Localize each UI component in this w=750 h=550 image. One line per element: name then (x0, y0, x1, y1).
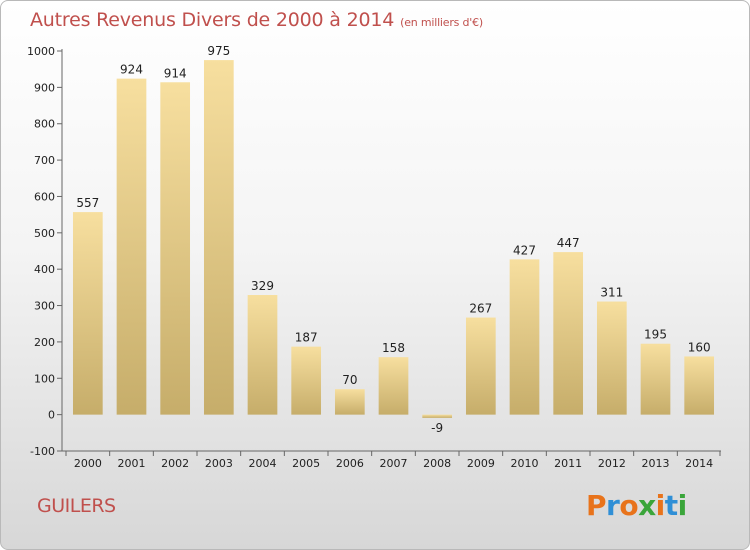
chart-axes: -100 0 100 200 300 400 500 600 700 800 900 1000 2000… (27, 45, 721, 470)
data-label: 70 (342, 373, 357, 387)
data-label: 158 (382, 341, 405, 355)
x-tick-label: 2003 (205, 457, 233, 470)
y-tick-label: 300 (34, 300, 55, 313)
city-name: GUILERS (37, 495, 116, 517)
chart-title-text: Autres Revenus Divers de 2000 à 2014 (30, 9, 395, 31)
bar (291, 346, 322, 415)
y-tick-label: 100 (34, 372, 55, 385)
x-tick-label: 2000 (74, 457, 102, 470)
logo-letter: r (606, 489, 620, 522)
y-tick-label: -100 (30, 445, 55, 458)
x-tick-label: 2005 (292, 457, 320, 470)
chart-title: Autres Revenus Divers de 2000 à 2014 (en … (30, 9, 483, 31)
chart-subtitle: (en milliers d'€) (400, 16, 484, 29)
bar (116, 78, 147, 415)
data-label: 975 (207, 44, 230, 58)
bar (553, 252, 584, 415)
bar (422, 414, 453, 418)
bar (509, 259, 540, 415)
x-tick-label: 2004 (249, 457, 277, 470)
y-tick-label: 1000 (27, 45, 55, 58)
x-tick-label: 2001 (118, 457, 146, 470)
y-tick-label: 500 (34, 227, 55, 240)
bar (334, 389, 365, 415)
x-tick-label: 2014 (685, 457, 713, 470)
bar (465, 317, 496, 415)
bar (640, 343, 671, 415)
bar (596, 301, 627, 415)
data-label: 267 (469, 302, 492, 316)
logo-letter: t (664, 489, 678, 522)
data-label: 447 (557, 236, 580, 250)
y-tick-label: 0 (48, 409, 55, 422)
x-tick-label: 2006 (336, 457, 364, 470)
y-tick-label: 400 (34, 263, 55, 276)
y-tick-label: 800 (34, 118, 55, 131)
data-label: 427 (513, 243, 536, 257)
y-tick-label: 900 (34, 81, 55, 94)
logo-letter: x (638, 489, 656, 522)
x-tick-label: 2010 (511, 457, 539, 470)
data-label: 557 (76, 196, 99, 210)
bar (378, 357, 409, 415)
y-tick-label: 700 (34, 154, 55, 167)
proxiti-logo: Proxiti (586, 489, 687, 522)
x-tick-label: 2013 (642, 457, 670, 470)
data-label: -9 (431, 421, 443, 435)
x-tick-label: 2009 (467, 457, 495, 470)
x-tick-label: 2007 (380, 457, 408, 470)
bar (684, 356, 715, 415)
y-tick-label: 600 (34, 190, 55, 203)
chart-data-labels: 557 924 914 975 329 187 70 158 -9 267 427 447 311 195… (76, 44, 710, 435)
bar (160, 82, 191, 415)
bar (72, 212, 103, 415)
logo-letter: i (655, 489, 666, 522)
data-label: 160 (688, 340, 711, 354)
bar (247, 295, 278, 415)
data-label: 311 (600, 286, 623, 300)
bar (203, 60, 234, 415)
logo-letter: i (677, 489, 688, 522)
x-tick-label: 2002 (161, 457, 189, 470)
x-tick-label: 2008 (423, 457, 451, 470)
logo-letter: o (619, 489, 639, 522)
data-label: 914 (164, 66, 187, 80)
data-label: 195 (644, 328, 667, 342)
x-tick-label: 2012 (598, 457, 626, 470)
x-tick-label: 2011 (554, 457, 582, 470)
proxiti-logo-letters: Proxiti (586, 489, 687, 522)
chart-bars (72, 60, 715, 418)
data-label: 924 (120, 63, 143, 77)
y-tick-label: 200 (34, 336, 55, 349)
data-label: 329 (251, 279, 274, 293)
logo-letter: P (586, 489, 607, 522)
data-label: 187 (295, 331, 318, 345)
